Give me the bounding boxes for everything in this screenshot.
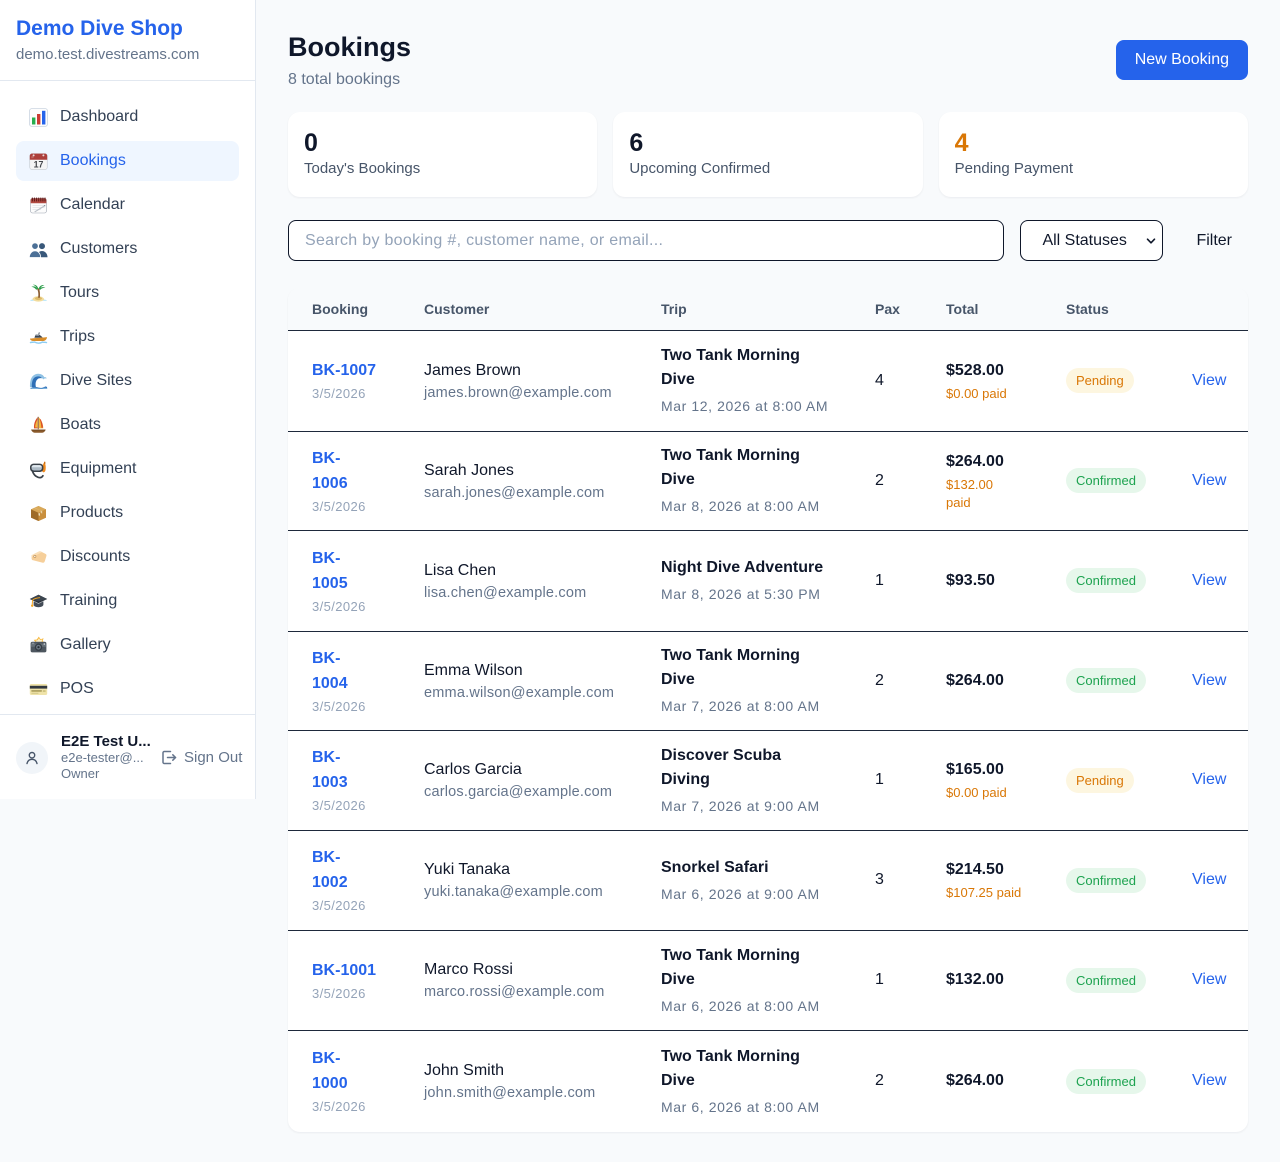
- svg-text:17: 17: [33, 159, 43, 169]
